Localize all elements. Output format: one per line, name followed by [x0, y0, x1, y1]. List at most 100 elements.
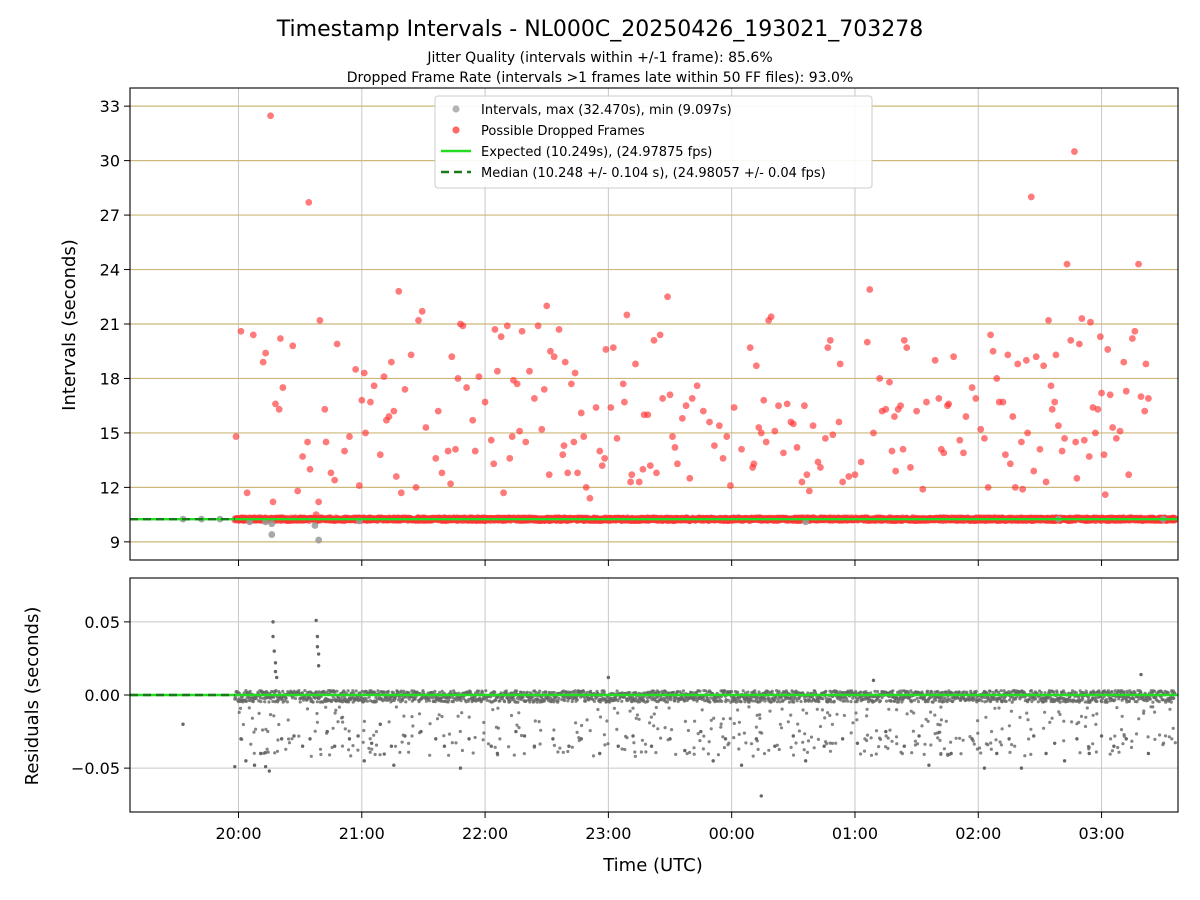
dropped-point-152	[767, 313, 775, 321]
dropped-point-110	[621, 398, 628, 406]
dropped-point-90	[560, 442, 568, 450]
residual-point	[538, 689, 542, 693]
residual-point	[878, 699, 883, 703]
dropped-point-1	[237, 327, 245, 335]
top-ytick-label-33: 33	[100, 97, 120, 116]
residual-point	[824, 689, 828, 694]
residual-point	[913, 698, 917, 702]
dropped-point-171	[835, 418, 843, 426]
residual-point	[440, 689, 444, 693]
dropped-point-102	[596, 447, 604, 455]
residual-point	[382, 690, 386, 694]
dropped-point-255	[1100, 451, 1108, 459]
residual-point	[285, 700, 289, 704]
residual-point	[1097, 691, 1101, 695]
dropped-point-217	[1004, 351, 1012, 359]
dropped-point-36	[380, 373, 388, 381]
dropped-point-169	[826, 336, 834, 344]
dropped-point-45	[407, 351, 415, 359]
dropped-point-184	[888, 447, 896, 455]
interval-point-5	[268, 531, 276, 538]
dropped-point-148	[757, 429, 765, 437]
dropped-point-162	[803, 471, 811, 479]
dropped-point-138	[719, 454, 727, 462]
residual-point	[843, 699, 847, 703]
dropped-point-124	[664, 293, 671, 301]
residual-point	[544, 690, 548, 694]
dropped-point-241	[1067, 336, 1075, 344]
residual-point	[753, 689, 757, 693]
residual-point	[934, 698, 938, 702]
dropped-point-210	[984, 483, 992, 491]
interval-point-6	[268, 520, 276, 528]
dropped-point-25	[333, 340, 341, 348]
residual-point	[1169, 700, 1173, 704]
dropped-point-267	[1135, 260, 1142, 268]
residual-point	[1095, 699, 1099, 704]
residual-point	[1132, 697, 1136, 701]
dropped-point-103	[598, 462, 606, 469]
dropped-point-211	[987, 331, 994, 339]
dropped-point-32	[362, 429, 369, 437]
residual-point	[1113, 698, 1117, 702]
residual-point	[657, 690, 661, 695]
dropped-point-97	[577, 409, 585, 417]
residual-point	[586, 690, 590, 694]
dropped-point-7	[269, 498, 277, 506]
residual-point	[974, 689, 978, 694]
residual-point	[1172, 696, 1176, 700]
residual-point	[792, 700, 796, 704]
dropped-point-66	[490, 460, 498, 468]
x-tick-label-3: 23:00	[585, 824, 631, 843]
dropped-point-68	[494, 367, 501, 375]
dropped-point-155	[780, 449, 787, 457]
dropped-point-172	[836, 360, 844, 368]
residual-point	[669, 698, 673, 702]
residual-point	[498, 699, 502, 703]
dropped-point-46	[412, 483, 420, 491]
dropped-point-94	[570, 438, 578, 446]
residual-point	[681, 689, 686, 693]
dropped-point-186	[892, 467, 900, 475]
residual-point	[1004, 699, 1008, 704]
dropped-point-219	[1009, 413, 1017, 420]
residual-point	[468, 690, 472, 694]
residual-point	[1146, 698, 1150, 703]
dropped-point-209	[981, 434, 988, 442]
dropped-point-8	[272, 400, 279, 408]
x-tick-label-2: 22:00	[462, 824, 508, 843]
top-ytick-label-30: 30	[100, 152, 120, 171]
top-ytick-label-18: 18	[100, 369, 120, 388]
dropped-point-247	[1080, 436, 1088, 444]
residual-point	[305, 707, 310, 711]
residual-point	[980, 699, 984, 703]
residual-point	[925, 689, 930, 693]
dropped-point-150	[762, 438, 770, 446]
dropped-point-208	[977, 425, 985, 433]
dropped-point-237	[1055, 422, 1062, 430]
residual-point	[732, 736, 736, 740]
residual-point	[566, 699, 570, 703]
dropped-point-13	[294, 487, 302, 495]
dropped-point-204	[960, 449, 967, 457]
dropped-point-88	[555, 326, 563, 333]
dropped-point-80	[531, 395, 538, 402]
residual-point	[476, 689, 481, 693]
residual-point	[736, 690, 740, 694]
dropped-point-82	[538, 425, 546, 433]
residual-point	[440, 714, 444, 719]
residual-point	[298, 700, 302, 704]
dropped-point-201	[945, 400, 953, 408]
dropped-point-9	[275, 405, 283, 413]
residual-point	[552, 690, 556, 695]
dropped-point-223	[1019, 485, 1027, 493]
residual-point	[744, 741, 748, 745]
residual-point	[709, 696, 713, 700]
dropped-point-24	[331, 476, 339, 484]
dropped-point-113	[628, 471, 636, 479]
dropped-point-264	[1125, 471, 1133, 479]
residual-point	[845, 697, 849, 701]
residual-point	[386, 689, 390, 694]
x-tick-label-1: 21:00	[339, 824, 385, 843]
